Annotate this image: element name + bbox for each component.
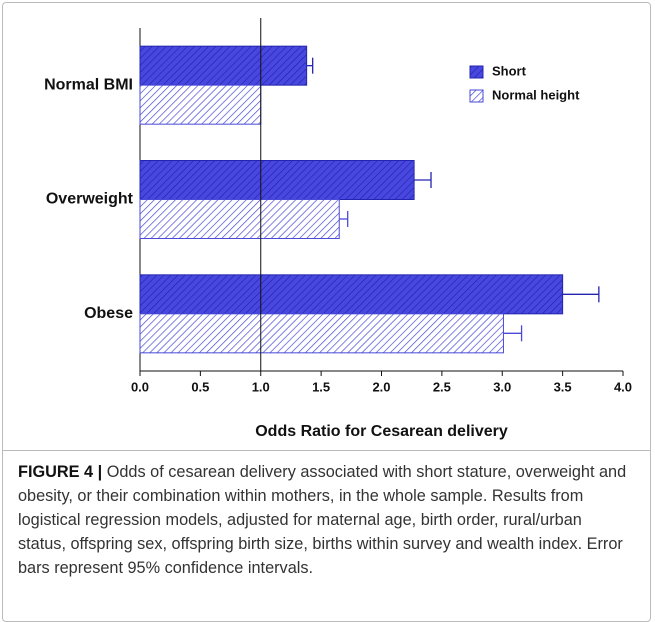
caption-text: Odds of cesarean delivery associated wit… — [18, 463, 627, 577]
error-bar — [562, 286, 600, 303]
error-bar — [503, 325, 523, 342]
x-tick-label: 3.5 — [554, 379, 572, 394]
legend-label: Short — [492, 63, 527, 78]
caption: FIGURE 4 | Odds of cesarean delivery ass… — [18, 460, 633, 580]
x-tick-label: 4.0 — [614, 379, 632, 394]
error-bar — [306, 57, 314, 74]
bar — [139, 199, 340, 239]
bar — [139, 274, 564, 315]
legend-swatch — [469, 65, 484, 79]
bar — [139, 160, 415, 200]
y-tick-label: Obese — [84, 305, 133, 322]
legend-swatch — [469, 89, 484, 103]
x-tick-label: 3.0 — [493, 379, 511, 394]
x-tick-label: 1.5 — [312, 379, 330, 394]
y-tick-label: Overweight — [46, 191, 134, 208]
error-bar — [339, 211, 349, 227]
error-bar — [414, 172, 432, 188]
bar — [139, 45, 308, 86]
chart: 0.0 0.5 1.0 1.5 2.0 2.5 3.0 3.5 4.0 Odds Ratio fo… — [44, 18, 632, 440]
x-tick-label: 0.5 — [191, 379, 209, 394]
x-tick-label: 1.0 — [252, 379, 270, 394]
x-tick-label: 2.5 — [433, 379, 451, 394]
x-tick-label: 2.0 — [372, 379, 390, 394]
y-tick-label: Normal BMI — [44, 76, 133, 93]
legend-label: Normal height — [492, 87, 580, 102]
caption-label: FIGURE 4 | — [18, 463, 103, 481]
x-axis-title: Odds Ratio for Cesarean delivery — [255, 423, 508, 440]
separator — [2, 450, 651, 451]
bar — [139, 84, 262, 125]
bar — [139, 313, 504, 354]
x-tick-label: 0.0 — [131, 379, 149, 394]
